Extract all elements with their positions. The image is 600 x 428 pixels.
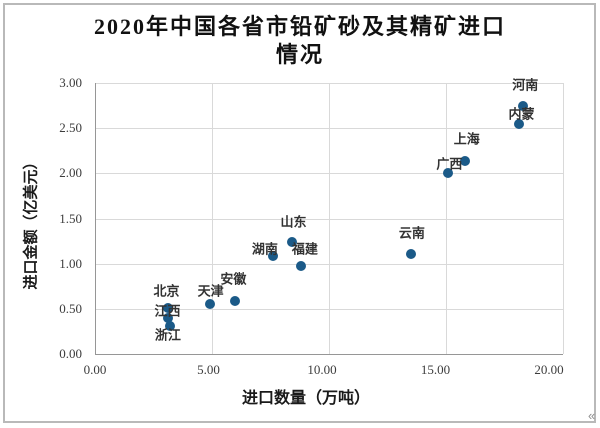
data-point-dot (405, 248, 416, 259)
data-point-label: 福建 (291, 241, 318, 257)
chart-title-line2: 情况 (275, 42, 324, 67)
data-point-label: 山东 (280, 214, 307, 230)
y-tick-label: 0.50 (59, 300, 82, 316)
y-tick-label: 0.00 (59, 346, 82, 361)
data-point-dot (286, 236, 297, 247)
x-tick-label: 0.00 (83, 362, 107, 377)
data-point-dot (459, 155, 470, 166)
data-point-label: 浙江 (154, 327, 181, 343)
y-tick-label: 1.00 (59, 255, 82, 271)
y-tick-label: 1.50 (59, 210, 82, 226)
y-tick-label: 2.00 (59, 165, 82, 181)
gridline-vertical (329, 83, 330, 354)
data-point-dot (162, 312, 173, 323)
gridline-vertical (446, 83, 447, 354)
data-point-dot (295, 261, 306, 272)
data-point-label: 江西 (154, 303, 181, 319)
y-tick-label: 3.00 (59, 75, 82, 90)
data-point-label: 河南 (512, 77, 539, 93)
data-point-label: 天津 (197, 283, 224, 299)
data-point-label: 北京 (153, 283, 180, 299)
data-point-dot (230, 295, 241, 306)
y-tick-label: 2.50 (59, 120, 82, 136)
data-point-label: 湖南 (251, 241, 278, 257)
chart-title: 2020年中国各省市铅矿砂及其精矿进口 情况 (20, 13, 580, 69)
x-tick-label: 5.00 (197, 362, 220, 377)
data-point-dot (204, 299, 215, 310)
y-axis-line (95, 83, 96, 354)
chart-title-line1: 2020年中国各省市铅矿砂及其精矿进口 (93, 14, 506, 39)
plot-area: 北京 天津 安徽江西浙江 湖南 山东福建 云南 广西 上海 内蒙 河南 (95, 77, 564, 355)
x-tick-label: 15.00 (420, 362, 451, 377)
data-point-dot (443, 168, 454, 179)
data-point-dot (162, 302, 173, 313)
gridline-vertical (563, 83, 564, 354)
data-point-label: 云南 (398, 225, 425, 241)
x-axis-title: 进口数量（万吨） (241, 390, 371, 407)
corner-mark-icon: « (588, 408, 596, 423)
data-point-label: 上海 (453, 131, 480, 147)
gridline-vertical (212, 83, 213, 354)
x-axis-line (95, 354, 563, 355)
data-point-dot (518, 100, 529, 111)
data-point-label: 内蒙 (508, 106, 535, 122)
data-point-dot (164, 320, 175, 331)
data-point-dot (267, 250, 278, 261)
x-tick-label: 20.00 (534, 362, 564, 377)
data-point-label: 广西 (436, 156, 463, 172)
x-tick-label: 10.00 (307, 362, 337, 377)
data-point-label: 安徽 (220, 271, 247, 287)
data-point-dot (513, 118, 524, 129)
